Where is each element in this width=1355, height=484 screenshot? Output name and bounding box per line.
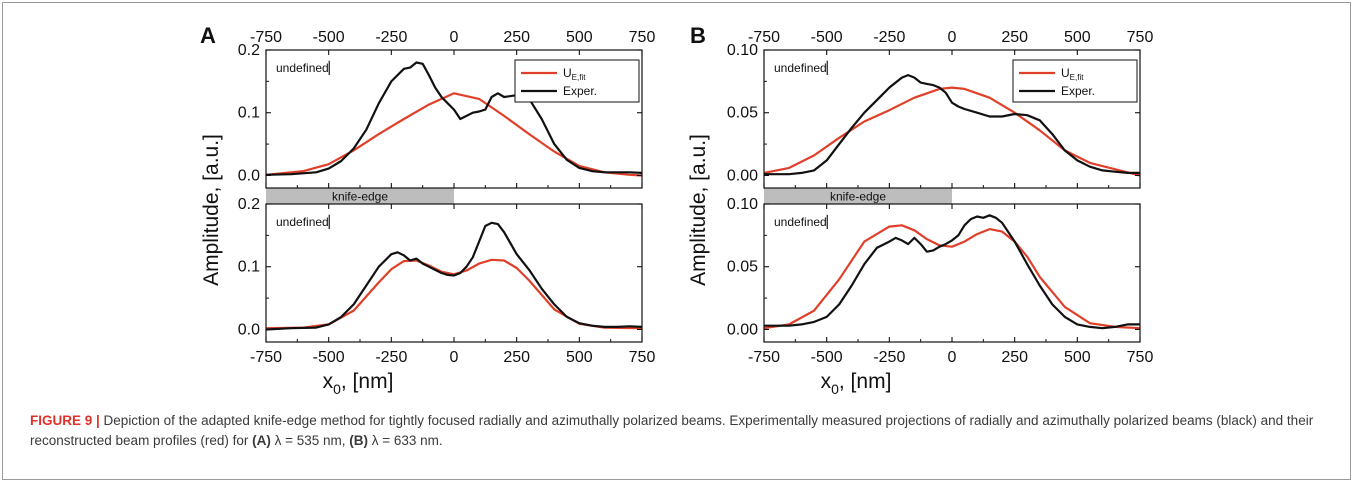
x-tick-label: 750: [1127, 349, 1154, 366]
x-tick-label: -750: [250, 349, 282, 366]
knife-edge-bar-b: [764, 188, 952, 204]
legend-box: [514, 59, 640, 103]
ylabel-b: Amplitude, [a.u.]: [687, 134, 710, 286]
xlabel-a: x0, [nm]: [323, 370, 394, 397]
x-tick-label: 0: [948, 349, 957, 366]
plot-a-azimuthal: -750 -500 -250 0 250 500 750 0.0 0.1 0.2 undefined…: [238, 196, 656, 366]
x-tick-label: 500: [566, 349, 593, 366]
x-tick-label: -500: [313, 349, 345, 366]
caption-text-b: λ = 633 nm.: [368, 433, 443, 448]
x-tick-label-top: 750: [1127, 29, 1154, 46]
x-tick-label-top: 750: [629, 29, 656, 46]
caption-text: Depiction of the adapted knife-edge meth…: [30, 413, 1314, 448]
y-tick-label: 0.10: [727, 196, 758, 213]
figure-caption: FIGURE 9 | Depiction of the adapted knif…: [30, 411, 1320, 451]
caption-ref-a: (A): [252, 433, 271, 448]
plot-b-azimuthal: -750 -500 -250 0 250 500 750 0.00 0.05 0.10 undefi…: [727, 196, 1154, 366]
subplot-label: undefined▏: [276, 214, 338, 229]
legend-label-fit: UE,fit: [563, 66, 586, 82]
series-line-fit: [763, 224, 1141, 330]
xlabel-b: x0, [nm]: [821, 370, 892, 397]
x-tick-label-top: 0: [948, 29, 957, 46]
x-tick-label-top: 500: [1064, 29, 1091, 46]
caption-figure-label: FIGURE 9 |: [30, 413, 100, 428]
knife-edge-label-b: knife-edge: [830, 190, 886, 204]
y-tick-label: 0.2: [238, 196, 260, 213]
subplot-label: undefined▏: [774, 214, 836, 229]
y-tick-label: 0.1: [238, 105, 260, 122]
legend-label-exper: Exper.: [1061, 84, 1095, 98]
x-tick-label: -500: [811, 349, 843, 366]
subplot-label: undefined▏: [774, 60, 836, 75]
x-tick-label: -750: [748, 349, 780, 366]
knife-edge-label-a: knife-edge: [332, 190, 388, 204]
x-tick-label: 0: [450, 349, 459, 366]
x-tick-label-top: 0: [450, 29, 459, 46]
x-tick-label-top: -500: [313, 29, 345, 46]
y-tick-label: 0.1: [238, 259, 260, 276]
figure-svg: A B Amplitude, [a.u.] Amplitude, [a.u.] …: [200, 23, 1154, 397]
subplot-label: undefined▏: [276, 60, 338, 75]
x-tick-label-top: -500: [811, 29, 843, 46]
y-tick-label: 0.0: [238, 167, 260, 184]
panel-letter-b: B: [690, 23, 706, 48]
x-tick-label: -250: [375, 349, 407, 366]
x-tick-label-top: 500: [566, 29, 593, 46]
y-tick-label: 0.10: [727, 42, 758, 59]
series-line-fit: [265, 92, 643, 177]
caption-ref-b: (B): [349, 433, 369, 448]
y-tick-label: 0.05: [727, 259, 758, 276]
x-tick-label-top: -250: [873, 29, 905, 46]
x-tick-label: -250: [873, 349, 905, 366]
series-line-exper: [764, 73, 1140, 176]
y-tick-label: 0.0: [238, 321, 260, 338]
x-tick-label-top: -750: [250, 29, 282, 46]
series-line-fit: [265, 258, 643, 330]
knife-edge-bar-a: [266, 188, 454, 204]
y-tick-label: 0.00: [727, 321, 758, 338]
legend-label-fit: UE,fit: [1061, 66, 1084, 82]
x-tick-label: 250: [503, 349, 530, 366]
x-tick-label: 750: [629, 349, 656, 366]
x-tick-label-top: 250: [503, 29, 530, 46]
y-tick-label: 0.05: [727, 105, 758, 122]
x-tick-label-top: -250: [375, 29, 407, 46]
x-tick-label: 500: [1064, 349, 1091, 366]
y-tick-label: 0.00: [727, 167, 758, 184]
ylabel-a: Amplitude, [a.u.]: [200, 134, 223, 286]
x-tick-label: 250: [1001, 349, 1028, 366]
series-line-exper: [764, 214, 1140, 330]
plot-a-radial: -750 -500 -250 0 250 500 750 0.0 0.1 0.2 undefined…: [238, 29, 656, 189]
x-tick-label-top: -750: [748, 29, 780, 46]
panel-letter-a: A: [200, 23, 216, 48]
series-line-exper: [265, 221, 643, 331]
y-tick-label: 0.2: [238, 42, 260, 59]
series-line-exper: [265, 61, 643, 176]
caption-text-a: λ = 535 nm,: [270, 433, 350, 448]
x-tick-label-top: 250: [1001, 29, 1028, 46]
legend-label-exper: Exper.: [563, 84, 597, 98]
plot-b-radial: -750 -500 -250 0 250 500 750 0.00 0.05 0.10 undefi…: [727, 29, 1154, 189]
series-line-fit: [763, 86, 1141, 177]
legend-box: [1012, 59, 1138, 103]
